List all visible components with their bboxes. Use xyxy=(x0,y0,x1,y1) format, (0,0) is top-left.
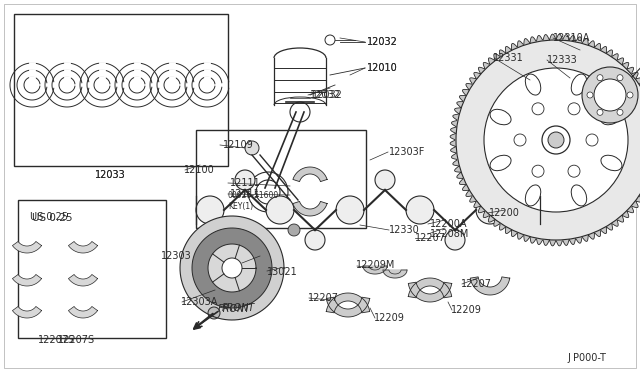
Polygon shape xyxy=(192,228,272,308)
Text: 12207S: 12207S xyxy=(38,335,75,345)
Circle shape xyxy=(532,165,544,177)
Ellipse shape xyxy=(572,74,587,95)
Polygon shape xyxy=(180,216,284,320)
Circle shape xyxy=(532,103,544,115)
Circle shape xyxy=(208,307,220,319)
Ellipse shape xyxy=(525,185,541,206)
Polygon shape xyxy=(68,241,97,253)
Circle shape xyxy=(617,109,623,115)
Ellipse shape xyxy=(525,74,541,95)
Circle shape xyxy=(514,134,526,146)
Polygon shape xyxy=(326,293,370,313)
Circle shape xyxy=(484,68,628,212)
Ellipse shape xyxy=(572,185,587,206)
Text: 12208M: 12208M xyxy=(430,229,469,239)
Circle shape xyxy=(336,196,364,224)
Text: 12303: 12303 xyxy=(161,251,192,261)
Text: 12200: 12200 xyxy=(489,208,520,218)
Ellipse shape xyxy=(490,109,511,125)
Circle shape xyxy=(222,258,242,278)
Polygon shape xyxy=(293,201,327,216)
Circle shape xyxy=(456,40,640,240)
Ellipse shape xyxy=(601,109,622,125)
Circle shape xyxy=(597,109,603,115)
Text: US 0.25: US 0.25 xyxy=(30,212,68,222)
Text: 12032: 12032 xyxy=(310,90,341,100)
Circle shape xyxy=(196,196,224,224)
Text: 12207: 12207 xyxy=(308,293,339,303)
Polygon shape xyxy=(383,270,407,278)
Text: 12207S: 12207S xyxy=(58,335,95,345)
Text: 12032: 12032 xyxy=(367,37,398,47)
Text: 12032: 12032 xyxy=(367,37,398,47)
Text: FRONT: FRONT xyxy=(222,303,255,313)
Circle shape xyxy=(476,196,504,224)
Text: 12209: 12209 xyxy=(374,313,405,323)
Ellipse shape xyxy=(490,155,511,171)
Polygon shape xyxy=(408,282,452,302)
Circle shape xyxy=(627,92,633,98)
Text: 12303A: 12303A xyxy=(181,297,218,307)
Circle shape xyxy=(288,224,300,236)
Text: 12100: 12100 xyxy=(184,165,215,175)
Text: 12033: 12033 xyxy=(95,170,125,180)
Polygon shape xyxy=(68,307,97,318)
Text: 12010: 12010 xyxy=(367,63,397,73)
Circle shape xyxy=(406,196,434,224)
Circle shape xyxy=(568,165,580,177)
Text: 12330: 12330 xyxy=(389,225,420,235)
Circle shape xyxy=(305,230,325,250)
Text: 12207: 12207 xyxy=(415,233,446,243)
Circle shape xyxy=(542,126,570,154)
Polygon shape xyxy=(450,34,640,246)
Bar xyxy=(196,130,366,228)
Text: 00926-51600: 00926-51600 xyxy=(228,190,279,199)
Bar xyxy=(18,200,166,338)
Circle shape xyxy=(594,79,626,111)
Polygon shape xyxy=(68,275,97,286)
Text: 12209: 12209 xyxy=(451,305,482,315)
Text: J P000-T: J P000-T xyxy=(567,353,606,363)
Polygon shape xyxy=(293,167,327,182)
Polygon shape xyxy=(12,307,42,318)
Text: 12033: 12033 xyxy=(95,170,125,180)
Circle shape xyxy=(375,170,395,190)
Text: 12333: 12333 xyxy=(547,55,578,65)
Polygon shape xyxy=(12,275,42,286)
Polygon shape xyxy=(12,241,42,253)
Circle shape xyxy=(266,196,294,224)
Circle shape xyxy=(587,92,593,98)
Text: 12010: 12010 xyxy=(367,63,397,73)
Polygon shape xyxy=(470,277,509,295)
Text: 12209M: 12209M xyxy=(356,260,396,270)
Ellipse shape xyxy=(601,155,622,171)
Circle shape xyxy=(617,75,623,81)
Text: 12200A: 12200A xyxy=(430,219,467,229)
Text: KEY(1): KEY(1) xyxy=(228,202,253,211)
Text: 12303F: 12303F xyxy=(389,147,426,157)
Text: FRONT: FRONT xyxy=(218,304,252,314)
Text: 12310A: 12310A xyxy=(553,33,590,43)
Circle shape xyxy=(245,141,259,155)
Circle shape xyxy=(586,134,598,146)
Circle shape xyxy=(548,132,564,148)
Polygon shape xyxy=(326,297,370,317)
Text: 12109: 12109 xyxy=(223,140,253,150)
Circle shape xyxy=(235,170,255,190)
Text: 13021: 13021 xyxy=(267,267,298,277)
Circle shape xyxy=(582,67,638,123)
Text: 12111: 12111 xyxy=(230,178,260,188)
Text: 12032: 12032 xyxy=(312,90,343,100)
Polygon shape xyxy=(363,266,387,274)
Circle shape xyxy=(445,230,465,250)
Polygon shape xyxy=(208,244,256,292)
Text: 12331: 12331 xyxy=(493,53,524,63)
Bar xyxy=(14,14,228,166)
Polygon shape xyxy=(408,278,452,298)
Text: US 0.25: US 0.25 xyxy=(32,213,72,223)
Circle shape xyxy=(568,103,580,115)
Text: 12207: 12207 xyxy=(461,279,492,289)
Circle shape xyxy=(597,75,603,81)
Text: 12111: 12111 xyxy=(230,189,260,199)
